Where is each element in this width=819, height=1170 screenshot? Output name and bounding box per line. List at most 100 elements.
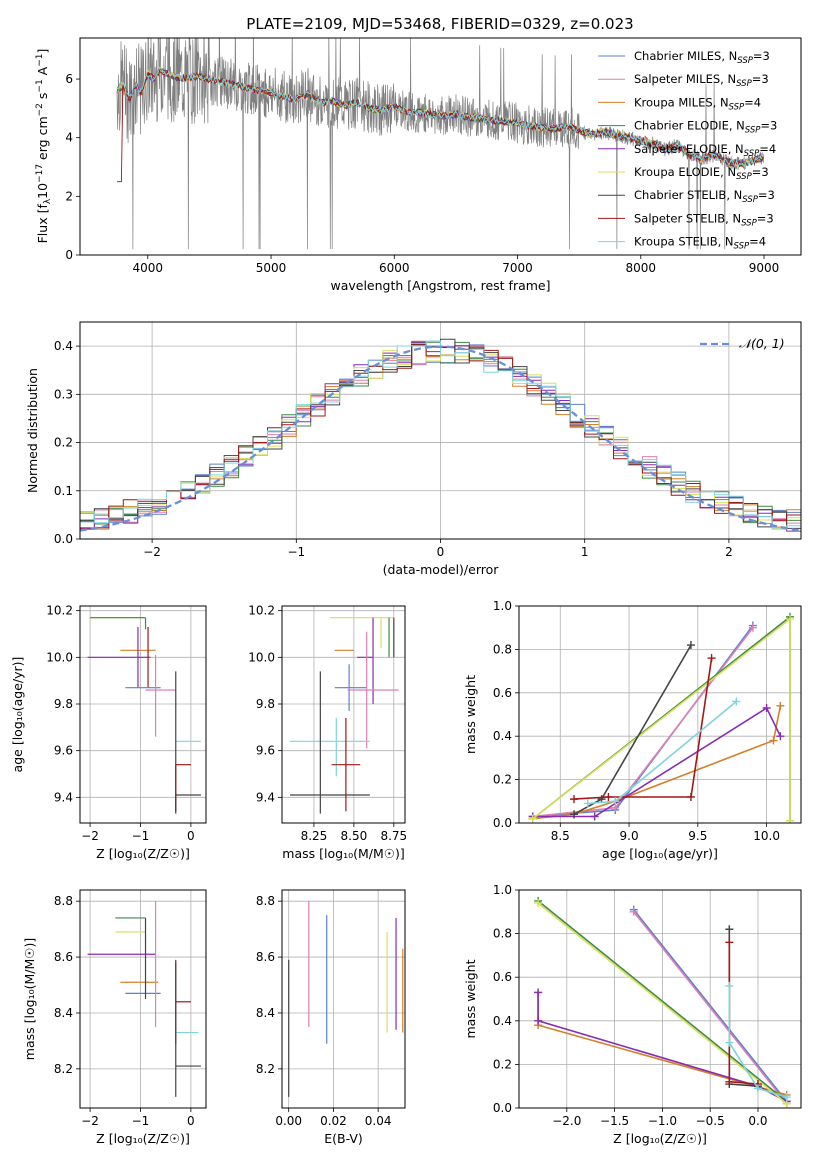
- mass-weight-point: [570, 795, 579, 804]
- y-tick-label: 10.0: [248, 650, 275, 664]
- mass-weight-line-salpeter-elodie: [537, 992, 788, 1103]
- x-tick-label: −2: [143, 545, 161, 559]
- x-tick-label: 8.5: [551, 829, 570, 843]
- y-tick-label: 0.8: [493, 642, 512, 656]
- mass-weight-point: [725, 938, 734, 947]
- mass-weight-point: [782, 1093, 791, 1102]
- y-tick-label: 0.4: [54, 339, 73, 353]
- model-spectrum-chabrier-stelib: [116, 68, 764, 168]
- legend-label: Kroupa STELIB, NSSP=4: [634, 235, 766, 252]
- y-tick-label: 0.8: [493, 927, 512, 941]
- errorbar-plot-area: [87, 901, 201, 1097]
- legend-label-subscript: SSP: [734, 242, 750, 252]
- mass-weight-point: [611, 797, 620, 806]
- mass-weight-point: [732, 697, 741, 706]
- legend-label-count: =4: [744, 95, 761, 109]
- x-tick-label: 9.5: [688, 829, 707, 843]
- y-tick-label: 8.4: [256, 1006, 275, 1020]
- y-axis-label-part: s: [35, 93, 50, 104]
- mass-weight-point: [583, 799, 592, 808]
- x-tick-label: 1: [581, 545, 589, 559]
- x-tick-label: −0.5: [696, 1114, 725, 1128]
- axes-frame: [79, 37, 802, 256]
- legend-label-text: Salpeter MILES, N: [634, 72, 736, 86]
- mass-weight-line-chabrier-miles: [633, 909, 788, 1102]
- legend-label-subscript: SSP: [744, 149, 760, 159]
- spectrum-plot-area: [116, 38, 765, 250]
- y-tick-label: 4: [65, 131, 73, 145]
- axes-frame: [518, 605, 802, 824]
- legend-label: Chabrier MILES, NSSP=3: [634, 49, 770, 66]
- mass-weight-line-salpeter-miles: [633, 911, 788, 1105]
- legend-label: 𝒩(0, 1): [739, 336, 785, 351]
- mass-weight-point: [762, 703, 771, 712]
- y-tick-label: 8.4: [54, 1006, 73, 1020]
- legend-label-count: =3: [753, 49, 770, 63]
- x-tick-label: 8.75: [380, 829, 407, 843]
- axes-frame: [79, 321, 802, 540]
- y-axis-label: age [log₁₀(age/yr)]: [10, 657, 25, 773]
- y-tick-label: 1.0: [493, 599, 512, 613]
- legend-label-text: Salpeter STELIB, N: [634, 211, 741, 225]
- mass-weight-point: [725, 925, 734, 934]
- legend-label-text: Kroupa STELIB, N: [634, 235, 734, 249]
- x-tick-label: −2: [81, 1114, 99, 1128]
- x-tick-label: −2.0: [552, 1114, 581, 1128]
- legend-label-count: =3: [757, 211, 774, 225]
- legend-label: Chabrier ELODIE, NSSP=3: [634, 119, 777, 136]
- mass-weight-point: [534, 899, 543, 908]
- legend-label-text: Chabrier ELODIE, N: [634, 119, 745, 133]
- y-tick-label: 6: [65, 72, 73, 86]
- legend-label-count: =3: [758, 188, 775, 202]
- x-tick-label: 0.00: [275, 1114, 302, 1128]
- y-axis-label-part: −1: [35, 54, 45, 67]
- y-tick-label: 0.4: [493, 729, 512, 743]
- axes-frame: [281, 605, 406, 824]
- mass-weight-point: [785, 615, 794, 624]
- legend-label: Salpeter STELIB, NSSP=3: [634, 211, 774, 228]
- x-tick-label: 0.02: [320, 1114, 347, 1128]
- x-tick-label: 0.0: [748, 1114, 767, 1128]
- model-spectrum-kroupa-stelib: [116, 66, 764, 168]
- mass-weight-vs-age-panel: 8.5 9.0 9.5 10.0 0.0 0.2 0.4 0.6 0.8 1.0 age [log₁…: [463, 599, 802, 861]
- legend-label-count: =3: [752, 72, 769, 86]
- y-tick-label: 10.0: [46, 650, 73, 664]
- legend-label-count: =4: [749, 235, 766, 249]
- x-tick-label: 5000: [256, 261, 287, 275]
- mass-weight-plot-area: [534, 896, 791, 1108]
- mass-weight-point: [725, 1038, 734, 1047]
- axes-frame: [79, 605, 207, 824]
- y-tick-label: 0.2: [493, 1057, 512, 1071]
- y-tick-label: 9.8: [256, 697, 275, 711]
- y-tick-label: 0.0: [493, 816, 512, 830]
- legend-label-text: Chabrier STELIB, N: [634, 188, 742, 202]
- y-axis-label-part: ]: [35, 49, 50, 54]
- y-tick-label: 8.2: [54, 1062, 73, 1076]
- errorbar-plot-area: [87, 617, 201, 814]
- mass-vs-ebv-panel: 0.00 0.02 0.04 8.2 8.4 8.6 8.8 E(B-V): [256, 889, 406, 1146]
- y-tick-label: 10.2: [46, 604, 73, 618]
- x-tick-label: 9000: [749, 261, 780, 275]
- x-tick-label: 6000: [379, 261, 410, 275]
- y-tick-label: 0: [65, 248, 73, 262]
- axes-frame: [79, 889, 207, 1109]
- y-axis-label-part: λ: [43, 198, 53, 204]
- gaussian-curve: [80, 345, 801, 532]
- y-axis-label: mass [log₁₀(M/M☉)]: [22, 938, 37, 1060]
- x-tick-label: −1.0: [648, 1114, 677, 1128]
- y-tick-label: 0.2: [493, 773, 512, 787]
- errorbar-plot-area: [288, 901, 404, 1097]
- mass-weight-point: [769, 736, 778, 745]
- mass-weight-point: [534, 1016, 543, 1025]
- x-axis-label: Z [log₁₀(Z/Z☉)]: [96, 1131, 190, 1146]
- y-tick-label: 1.0: [493, 883, 512, 897]
- y-tick-label: 9.4: [256, 790, 275, 804]
- y-axis-label: Flux [fλ10−17 erg cm−2 s−1 A−1]: [35, 49, 53, 244]
- mass-weight-point: [629, 907, 638, 916]
- x-tick-label: 0.04: [365, 1114, 392, 1128]
- x-tick-label: 0: [187, 1114, 195, 1128]
- axes-frame: [518, 889, 802, 1109]
- y-axis-label-part: −17: [35, 164, 45, 183]
- legend-label-text: Chabrier MILES, N: [634, 49, 737, 63]
